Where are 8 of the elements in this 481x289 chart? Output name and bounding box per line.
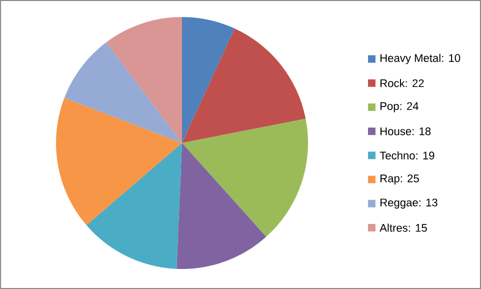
legend-label: Altres: 15 — [380, 224, 427, 232]
legend-label: Heavy Metal: 10 — [380, 54, 460, 64]
legend-label: Techno: 19 — [380, 151, 434, 160]
legend-label: Reggae: 13 — [380, 198, 438, 209]
legend-label: Rock: 22 — [380, 79, 424, 88]
legend-label: House: 18 — [380, 127, 431, 136]
legend-label: Pop: 24 — [380, 102, 418, 112]
legend-label: Rap: 25 — [380, 174, 419, 185]
